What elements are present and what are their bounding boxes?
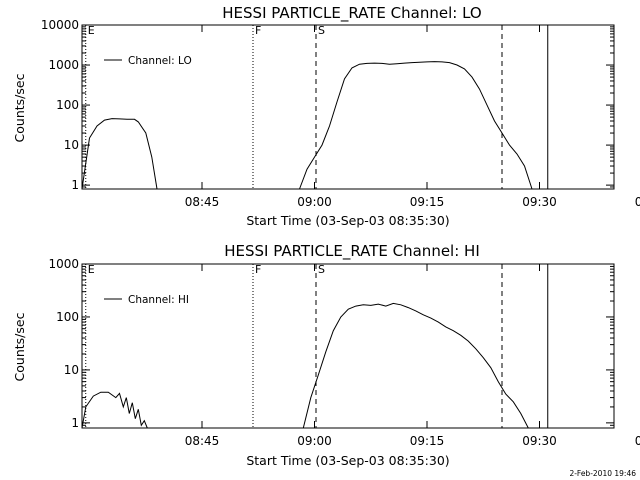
- panel-hi: HESSI PARTICLE_RATE Channel: HI Counts/s…: [12, 242, 640, 468]
- panel-hi-legend: Channel: HI: [104, 294, 189, 306]
- panel-lo-plot-frame: [81, 24, 615, 190]
- panel-hi-series-line-0-0: [81, 391, 148, 429]
- panel-hi-x-tick-label-4: 09:45: [635, 434, 640, 448]
- panel-hi-y-tick-label-3: 1000: [48, 257, 79, 271]
- panel-lo-y-tick-label-2: 100: [56, 98, 79, 112]
- panel-lo-x-tick-label-4: 09:45: [635, 195, 640, 209]
- panel-lo-series: [81, 61, 615, 190]
- panel-hi-plot-frame: [81, 263, 615, 429]
- panel-hi-x-tick-label-1: 09:00: [297, 434, 332, 448]
- panel-lo-legend: Channel: LO: [104, 55, 192, 67]
- panel-hi-x-tick-label-3: 09:30: [522, 434, 557, 448]
- panel-hi-y-tick-label-0: 1: [71, 416, 79, 430]
- panel-hi-title: HESSI PARTICLE_RATE Channel: HI: [224, 242, 480, 261]
- panel-hi-y-tick-label-2: 100: [56, 310, 79, 324]
- panel-lo-y-axis-label: Counts/sec: [12, 73, 27, 142]
- footer-timestamp: 2-Feb-2010 19:46: [569, 469, 636, 478]
- panel-lo-x-tick-label-0: 08:45: [185, 195, 220, 209]
- panel-lo-title: HESSI PARTICLE_RATE Channel: LO: [222, 4, 481, 23]
- panel-lo-marker-label-0: E: [88, 24, 95, 37]
- panel-hi-series: [81, 302, 529, 429]
- panel-lo-y-tick-label-3: 1000: [48, 58, 79, 72]
- panel-hi-x-axis-label: Start Time (03-Sep-03 08:35:30): [246, 453, 449, 468]
- panel-hi-y-axis-label: Counts/sec: [12, 312, 27, 381]
- panel-lo-y-tick-label-0: 1: [71, 178, 79, 192]
- panel-hi-series-line-0-1: [302, 302, 529, 429]
- panel-lo-series-line-0-0: [81, 118, 158, 190]
- panel-hi-x-tick-label-2: 09:15: [410, 434, 445, 448]
- panel-hi-y-tick-label-1: 10: [64, 363, 79, 377]
- panel-lo-legend-label: Channel: LO: [128, 55, 192, 67]
- panel-lo-ticks: 08:4509:0009:1509:3009:4510:0010:1511010…: [41, 18, 640, 209]
- panel-lo-x-tick-label-3: 09:30: [522, 195, 557, 209]
- panel-lo-marker-label-2: S: [318, 24, 325, 37]
- panel-lo-x-axis-label: Start Time (03-Sep-03 08:35:30): [246, 213, 449, 228]
- panel-lo: HESSI PARTICLE_RATE Channel: LO Counts/s…: [12, 4, 640, 228]
- panel-lo-marker-label-1: F: [255, 24, 261, 37]
- panel-hi-x-tick-label-0: 08:45: [185, 434, 220, 448]
- panel-hi-ticks: 08:4509:0009:1509:3009:4510:0010:1511010…: [48, 257, 640, 448]
- panel-lo-x-tick-label-1: 09:00: [297, 195, 332, 209]
- panel-lo-x-tick-label-2: 09:15: [410, 195, 445, 209]
- panel-hi-marker-label-0: E: [88, 263, 95, 276]
- panel-hi-marker-label-2: S: [318, 263, 325, 276]
- panel-lo-y-tick-label-1: 10: [64, 138, 79, 152]
- panel-lo-y-tick-label-4: 10000: [41, 18, 79, 32]
- panel-hi-legend-label: Channel: HI: [128, 294, 189, 306]
- panel-hi-marker-label-1: F: [255, 263, 261, 276]
- panel-lo-series-line-0-1: [299, 61, 533, 190]
